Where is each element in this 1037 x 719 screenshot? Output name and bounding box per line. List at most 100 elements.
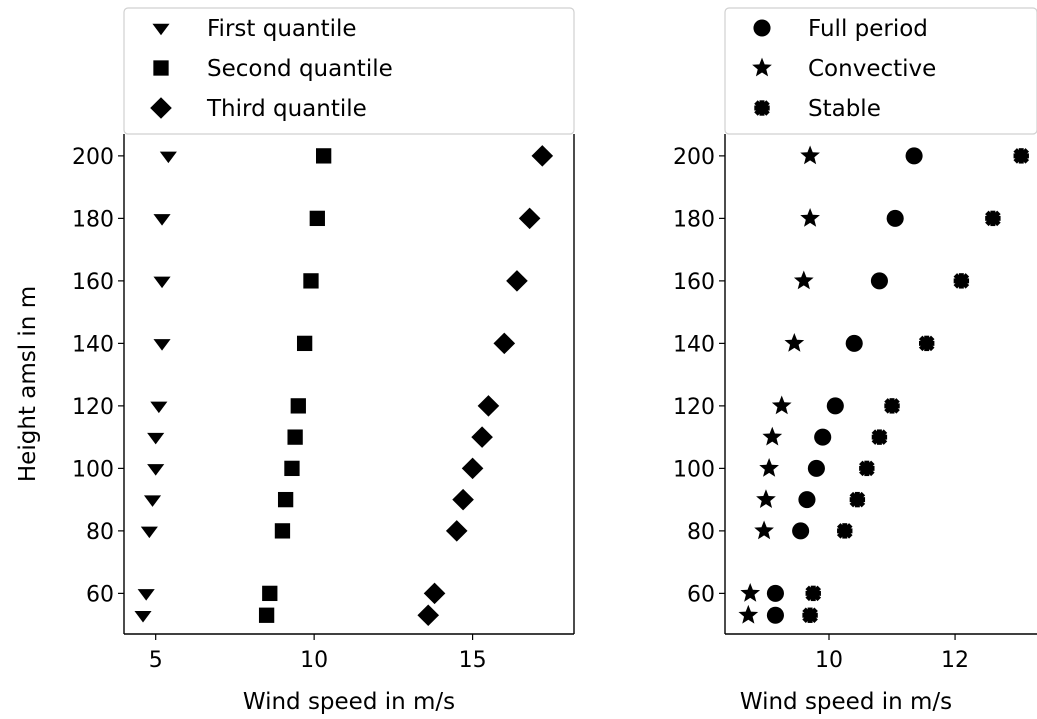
y-tick-label: 120 — [72, 395, 114, 420]
data-point — [798, 491, 816, 509]
data-point — [296, 335, 313, 352]
data-point — [134, 611, 152, 623]
data-point — [805, 585, 822, 602]
x-tick-label: 10 — [300, 648, 328, 673]
data-point — [800, 208, 820, 227]
series-0 — [134, 151, 177, 623]
y-axis-label: Height amsl in m — [15, 286, 41, 482]
data-point — [905, 147, 923, 165]
data-point — [792, 522, 810, 540]
data-point — [870, 272, 888, 290]
series-1 — [258, 148, 332, 623]
y-tick-label: 180 — [673, 207, 715, 232]
series-2 — [417, 145, 554, 627]
series-0 — [766, 147, 923, 624]
data-point — [287, 429, 303, 445]
data-point — [826, 397, 844, 415]
data-point — [738, 604, 759, 624]
data-point — [793, 270, 814, 290]
data-point — [262, 585, 278, 602]
legend: First quantile Second quantile Third quant… — [123, 7, 575, 135]
data-point — [518, 207, 541, 230]
data-point — [290, 398, 306, 414]
data-point — [493, 332, 516, 355]
data-point — [417, 604, 440, 627]
data-point — [303, 273, 319, 289]
data-point — [802, 607, 818, 624]
data-point — [953, 273, 970, 289]
x-axis-label: Wind speed in m/s — [243, 689, 455, 715]
legend-marker — [150, 97, 172, 119]
data-point — [985, 210, 1001, 227]
legend-label: Second quantile — [207, 56, 393, 82]
legend-marker — [752, 57, 772, 77]
data-point — [766, 606, 784, 624]
data-point — [771, 395, 792, 415]
data-point — [871, 429, 888, 445]
y-tick-label: 80 — [687, 520, 715, 545]
legend-marker — [152, 23, 170, 36]
legend-label: Convective — [808, 56, 936, 82]
data-point — [258, 607, 275, 623]
data-point — [153, 339, 171, 351]
legend-frame — [123, 7, 575, 135]
data-point — [423, 582, 446, 605]
data-point — [153, 214, 171, 226]
series-2 — [802, 148, 1030, 624]
data-point — [807, 459, 825, 477]
y-tick-label: 180 — [72, 207, 114, 232]
data-point — [756, 489, 776, 508]
data-point — [147, 464, 165, 476]
data-point — [884, 398, 900, 414]
legend-label: Full period — [808, 16, 928, 42]
data-point — [315, 148, 332, 164]
data-point — [836, 523, 853, 539]
data-point — [886, 209, 904, 227]
data-point — [274, 523, 291, 539]
data-point — [759, 458, 779, 477]
data-point — [849, 491, 866, 508]
y-tick-label: 200 — [72, 145, 114, 170]
right-panel: 60 80 100 120 140 160 180 200 10 12 Wind speed in … — [673, 7, 1037, 715]
data-point — [137, 589, 155, 601]
legend: Full period Convective Stable — [724, 7, 1037, 135]
data-point — [277, 491, 294, 508]
y-tick-label: 160 — [72, 270, 114, 295]
x-axis-label: Wind speed in m/s — [740, 689, 952, 715]
legend-marker — [153, 60, 169, 76]
data-point — [153, 276, 171, 289]
y-tick-label: 60 — [86, 582, 114, 607]
data-point — [859, 460, 875, 477]
data-point — [814, 428, 832, 446]
legend-marker — [753, 19, 771, 37]
data-point — [800, 145, 820, 165]
data-point — [284, 460, 300, 477]
x-tick-label: 10 — [815, 648, 843, 673]
x-tick-label: 15 — [459, 648, 487, 673]
y-tick-label: 100 — [673, 457, 715, 482]
legend-label: First quantile — [207, 16, 357, 42]
series-1 — [738, 145, 820, 624]
legend-frame — [724, 7, 1037, 135]
y-tick-label: 140 — [673, 332, 715, 357]
legend-label: Stable — [808, 96, 881, 122]
data-point — [445, 520, 468, 542]
data-point — [159, 151, 177, 164]
data-point — [845, 334, 863, 352]
y-tick-label: 120 — [673, 395, 715, 420]
data-point — [784, 333, 805, 352]
data-point — [918, 335, 935, 352]
legend-marker — [754, 100, 770, 116]
data-point — [762, 426, 783, 446]
data-point — [531, 145, 554, 167]
data-point — [147, 432, 165, 445]
y-tick-label: 80 — [86, 520, 114, 545]
data-point — [1013, 148, 1030, 164]
data-point — [143, 495, 162, 507]
y-tick-label: 200 — [673, 145, 715, 170]
x-tick-label: 12 — [941, 648, 969, 673]
data-point — [461, 457, 484, 480]
x-tick-label: 5 — [149, 648, 163, 673]
data-point — [766, 584, 784, 602]
